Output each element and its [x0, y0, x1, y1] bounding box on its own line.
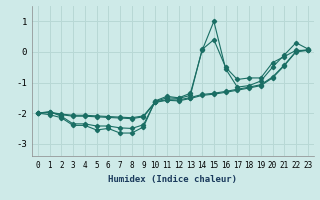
X-axis label: Humidex (Indice chaleur): Humidex (Indice chaleur)	[108, 175, 237, 184]
